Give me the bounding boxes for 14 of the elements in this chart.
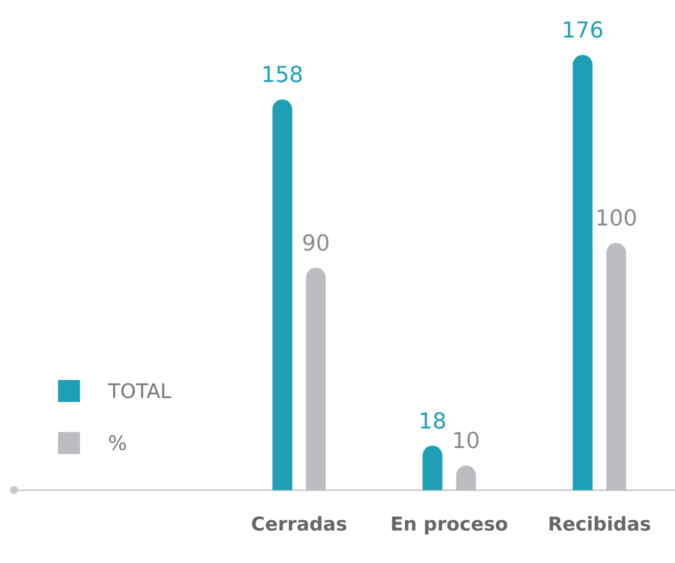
data-label: 100 — [595, 206, 638, 232]
data-label: 10 — [452, 429, 480, 454]
data-label: 176 — [562, 18, 604, 44]
data-label: 90 — [302, 231, 330, 256]
bar — [572, 54, 593, 490]
legend-label: TOTAL — [108, 379, 172, 403]
x-tick-label: Cerradas — [251, 514, 348, 536]
data-label: 18 — [418, 409, 446, 434]
bar — [422, 446, 442, 490]
legend-label: % — [108, 431, 128, 455]
bar — [272, 99, 292, 490]
x-tick-label: Recibidas — [548, 514, 651, 536]
x-tick-label: En proceso — [390, 514, 508, 536]
data-label: 158 — [261, 63, 304, 88]
